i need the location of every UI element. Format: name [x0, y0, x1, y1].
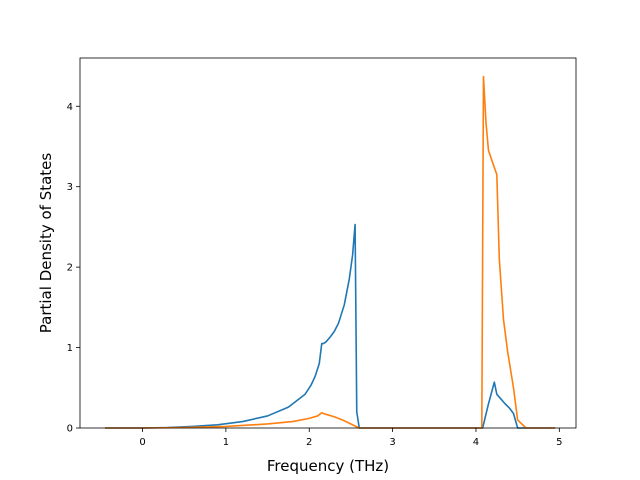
y-tick-label: 3 [67, 182, 73, 193]
x-tick-label: 3 [389, 437, 395, 448]
x-axis-label: Frequency (THz) [267, 457, 389, 475]
y-axis-label: Partial Density of States [37, 153, 55, 334]
y-tick-label: 4 [67, 102, 73, 113]
plot-frame [79, 57, 577, 429]
x-tick-label: 5 [556, 437, 562, 448]
x-tick-label: 4 [473, 437, 479, 448]
x-tick-label: 1 [223, 437, 229, 448]
y-tick-label: 0 [67, 424, 73, 435]
y-tick-label: 1 [67, 343, 73, 354]
y-tick-label: 2 [67, 263, 73, 274]
axis-ticks: 0 1 2 3 4 5 0 1 2 3 4 [67, 102, 563, 448]
x-tick-label: 2 [306, 437, 312, 448]
series-line-1 [105, 223, 556, 429]
x-tick-label: 0 [139, 437, 145, 448]
